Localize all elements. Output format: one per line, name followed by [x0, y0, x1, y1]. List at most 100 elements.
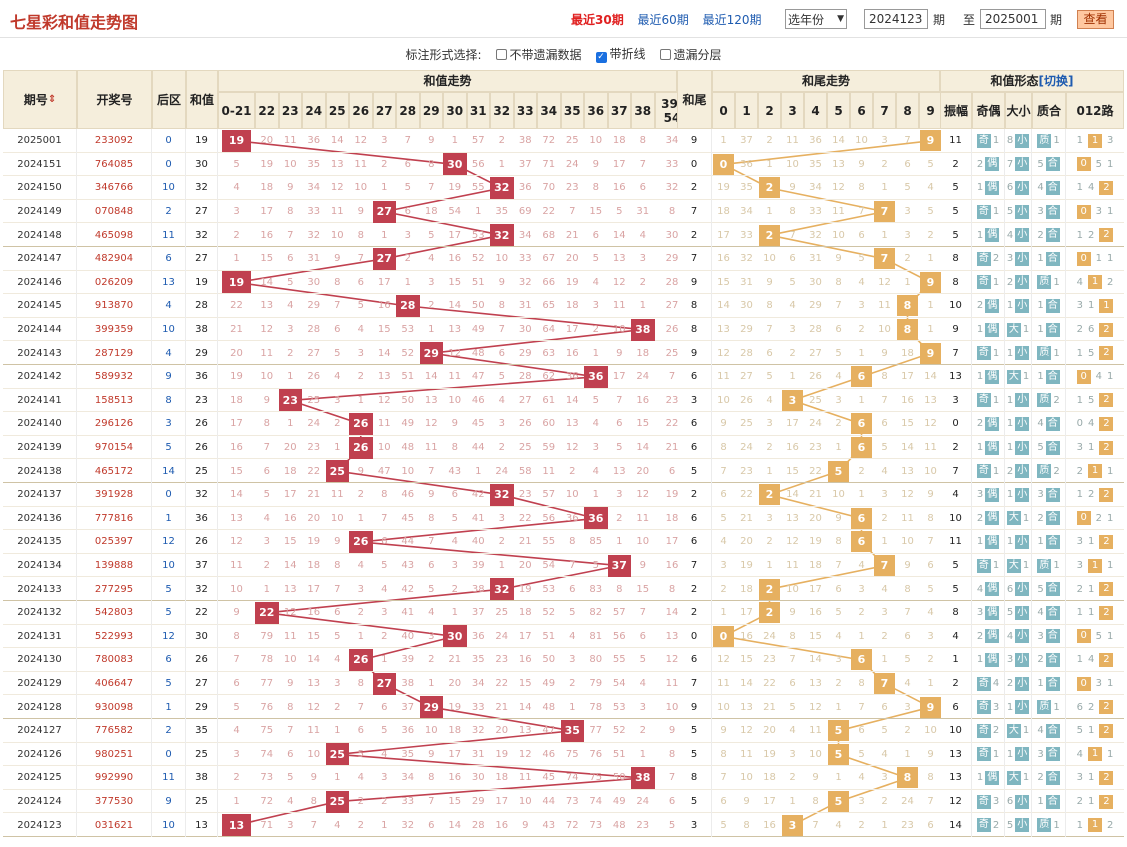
sum-trend-cell: 9: [326, 247, 350, 271]
query-button[interactable]: 查看: [1077, 10, 1114, 29]
tail-trend-cell: 9: [804, 766, 827, 790]
sum-trend-cell: 43: [396, 554, 420, 578]
missing-value: 18: [717, 206, 730, 218]
tail-trend-cell: 8: [781, 200, 804, 224]
sum-trend-cell: 3: [608, 483, 632, 507]
form-tag: 质: [1037, 558, 1052, 573]
missing-value: 11: [901, 512, 914, 524]
sum-cell: 30: [186, 152, 218, 177]
missing-value: 33: [740, 229, 753, 241]
sort-icon[interactable]: ⇕: [47, 93, 57, 105]
missing-value: 29: [740, 324, 753, 336]
tail-trend-cell: 24: [804, 412, 827, 436]
form-tag: 合: [1045, 228, 1060, 243]
from-issue-input[interactable]: 2024123: [864, 9, 928, 29]
sum-trend-cell: 35: [560, 719, 584, 743]
to-issue-input[interactable]: 2025001: [980, 9, 1046, 29]
issue-cell: 2024140: [3, 412, 77, 436]
tail-trend-cell: 2: [850, 601, 873, 625]
missing-value: 22: [763, 678, 776, 690]
sum-trend-cell: 27: [302, 341, 326, 365]
form-tag: 合: [1045, 747, 1060, 762]
missing-value: 16: [448, 253, 462, 265]
checkbox-icon[interactable]: [495, 48, 507, 60]
missing-value: 3: [904, 701, 911, 713]
tail-trend-cell: 8: [758, 294, 781, 318]
year-select[interactable]: 选年份 ▼: [785, 9, 847, 29]
range-30-link[interactable]: 最近30期: [571, 13, 624, 27]
missing-value: 74: [565, 772, 579, 784]
sum-trend-cell: 13: [608, 247, 632, 271]
amplitude-cell: 7: [940, 459, 972, 483]
option-polyline[interactable]: ✓ 带折线: [595, 45, 646, 63]
missing-value: 1: [1076, 135, 1083, 147]
missing-value: 31: [636, 206, 650, 218]
tail-trend-cell: 4: [712, 530, 735, 554]
sum-ball: 36: [584, 507, 608, 530]
missing-value: 6: [904, 158, 911, 170]
draw-number: 777816: [77, 506, 152, 531]
sum-trend-cell: 5: [326, 625, 350, 649]
sum-trend-cell: 32: [655, 176, 690, 200]
tail-trend-cell: 33: [735, 223, 758, 247]
missing-value: 62: [542, 371, 556, 383]
tail-cell: 9: [677, 341, 712, 365]
sum-trend-cell: 8: [420, 507, 444, 531]
tail-trend-cell: 1: [873, 223, 896, 247]
tail-trend-cell: 2: [781, 341, 804, 365]
tail-trend-cell: 4: [827, 365, 850, 389]
sum-trend-cell: 1: [490, 554, 514, 578]
missing-value: 60: [542, 418, 556, 430]
missing-value: 17: [901, 371, 914, 383]
sum-cell: 36: [186, 365, 218, 389]
option-layered[interactable]: 遗漏分层: [659, 46, 722, 63]
missing-value: 19: [495, 748, 509, 760]
sum-trend-cell: 18: [302, 554, 326, 578]
missing-value: 9: [287, 678, 294, 690]
tail-trend-cell: 3: [758, 412, 781, 436]
sum-trend-cell: 11: [279, 625, 303, 649]
form-tag: 合: [1045, 251, 1060, 266]
sum-trend-cell: 80: [584, 648, 608, 672]
missing-value: 1: [451, 135, 458, 147]
sum-trend-cell: 19: [302, 530, 326, 554]
checkbox-checked-icon[interactable]: ✓: [595, 52, 607, 63]
missing-value: 3: [1006, 654, 1014, 666]
missing-value: 5: [927, 158, 934, 170]
missing-value: 6: [668, 796, 676, 808]
checkbox-icon[interactable]: [659, 48, 671, 60]
missing-value: 2: [1107, 819, 1114, 831]
sum-trend-cell: 14: [326, 129, 350, 153]
missing-value: 5: [451, 512, 458, 524]
range-60-link[interactable]: 最近60期: [637, 13, 689, 27]
sum-ball: 28: [396, 294, 420, 317]
form-tag: 小: [1015, 464, 1030, 479]
draw-number: 026209: [77, 270, 152, 295]
missing-value: 15: [260, 253, 274, 265]
missing-value: 8: [927, 772, 934, 784]
amplitude-cell: 5: [940, 199, 972, 224]
form-tag: 奇: [976, 723, 991, 738]
missing-value: 43: [448, 465, 462, 477]
sum-col-header: 30: [443, 92, 467, 129]
switch-link[interactable]: [切换]: [1038, 74, 1074, 88]
missing-value: 17: [448, 748, 462, 760]
tail-trend-cell: 26: [735, 389, 758, 413]
tail-trend-cell: 7: [758, 318, 781, 342]
missing-value: 11: [283, 630, 297, 642]
draw-number: 776582: [77, 719, 152, 743]
sum-trend-cell: 20: [631, 459, 655, 483]
missing-value: 4: [428, 607, 435, 619]
option-no-missing[interactable]: 不带遗漏数据: [495, 46, 582, 63]
missing-value: 64: [542, 324, 556, 336]
tail-trend-cell: 29: [735, 318, 758, 342]
sum-trend-cell: 9: [302, 766, 326, 790]
range-120-link[interactable]: 最近120期: [702, 13, 762, 27]
sum-trend-cell: 18: [608, 129, 632, 153]
missing-value: 3: [381, 607, 388, 619]
tail-trend-cell: 4: [758, 389, 781, 413]
tail-ball: 2: [759, 484, 780, 506]
missing-value: 7: [357, 253, 364, 265]
